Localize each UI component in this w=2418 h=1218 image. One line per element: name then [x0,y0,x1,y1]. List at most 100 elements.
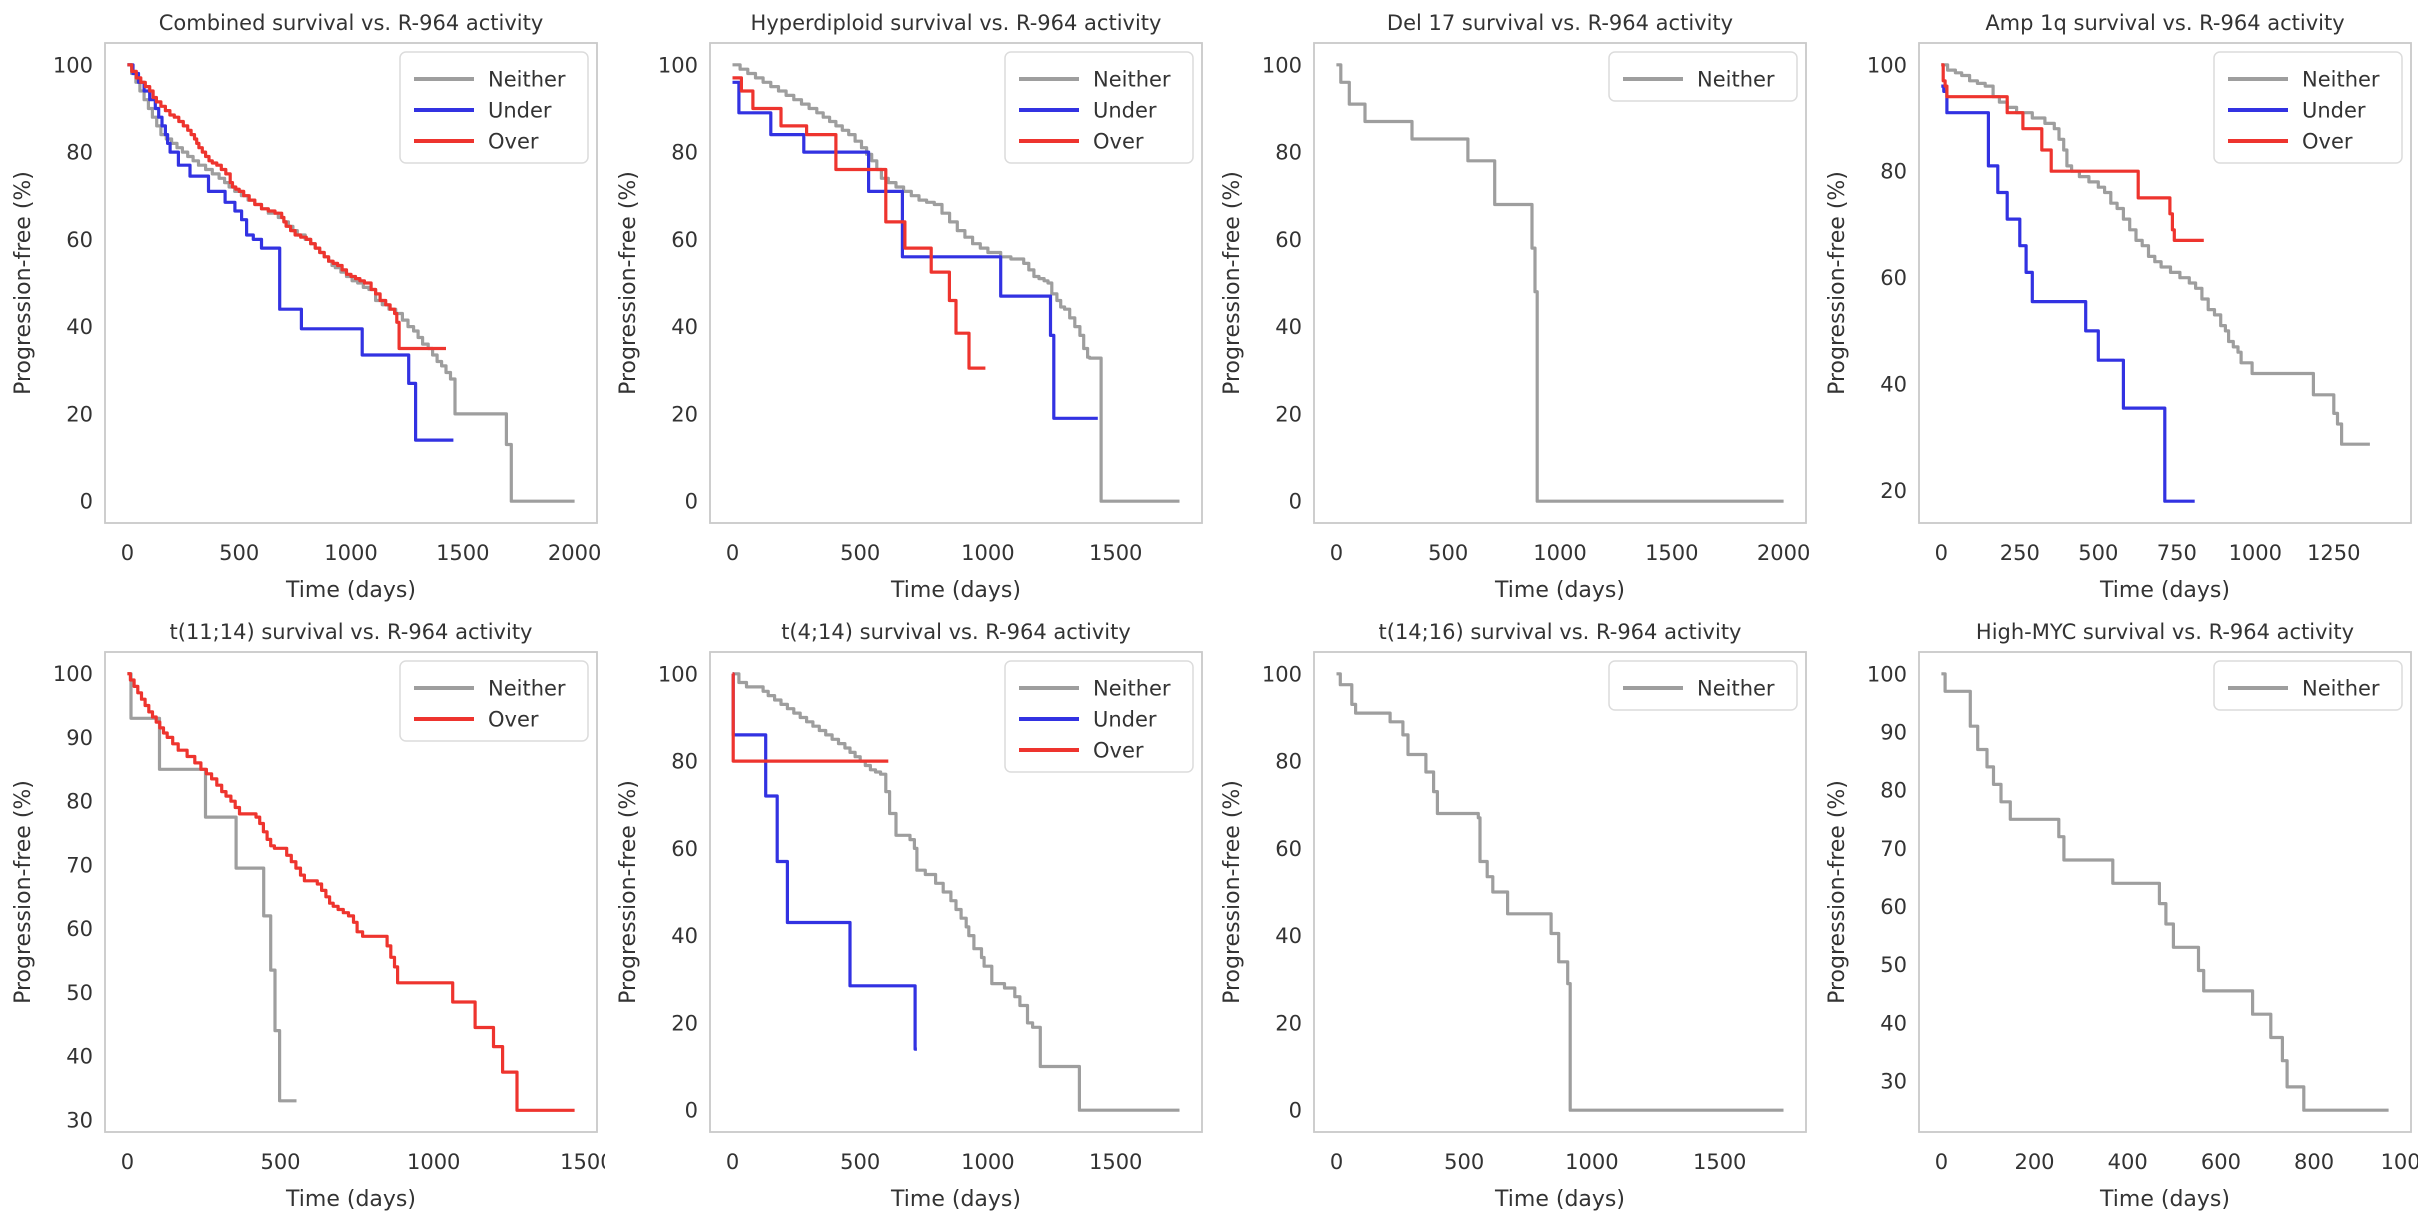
legend: Neither Under Over [399,51,589,164]
y-tick-label: 40 [671,315,698,339]
y-tick-label: 100 [657,53,697,77]
y-tick-label: 60 [671,837,698,861]
x-tick-label: 800 [2294,1150,2334,1174]
survival-curve-neither [1940,63,2370,446]
legend-label: Neither [2302,68,2380,92]
x-tick-label: 750 [2156,541,2196,565]
chart-title: Amp 1q survival vs. R-964 activity [1985,11,2344,35]
x-tick-label: 200 [2014,1150,2054,1174]
x-tick-label: 1500 [560,1150,604,1174]
x-tick-label: 500 [2078,541,2118,565]
x-tick-label: 1000 [1533,541,1586,565]
x-tick-label: 0 [1934,1150,1947,1174]
y-axis-label: Progression-free (%) [1220,171,1245,395]
x-tick-label: 1000 [1565,1150,1618,1174]
x-axis-label: Time (days) [285,1187,416,1212]
subplot-8: 0 200 400 600 800 1000 30 40 50 60 70 80 90 100 High-M… [1814,609,2418,1218]
x-tick-label: 1000 [961,541,1014,565]
survival-chart: 0 200 400 600 800 1000 30 40 50 60 70 80 90 100 High-M… [1825,620,2418,1212]
x-tick-label: 1250 [2307,541,2360,565]
x-tick-label: 0 [1330,1150,1343,1174]
x-axis-label: Time (days) [1494,578,1625,603]
y-tick-label: 80 [671,141,698,165]
y-tick-label: 20 [66,402,93,426]
survival-chart: 0 500 1000 1500 2000 0 20 40 60 80 100 Del 17 survi… [1220,11,1810,603]
x-axis-label: Time (days) [1494,1187,1625,1212]
x-tick-label: 0 [725,541,738,565]
y-tick-label: 70 [66,853,93,877]
y-tick-label: 60 [1880,266,1907,290]
legend-label: Neither [1697,68,1775,92]
x-tick-label: 1000 [2228,541,2281,565]
y-tick-label: 100 [53,662,93,686]
y-tick-label: 0 [80,490,93,514]
survival-curve-over [1940,63,2204,242]
y-tick-label: 60 [671,228,698,252]
x-axis-label: Time (days) [2099,578,2230,603]
chart-title: t(4;14) survival vs. R-964 activity [781,620,1131,644]
legend: Neither [2212,660,2403,711]
legend-box [1608,660,1798,711]
legend: Neither Under Over [2212,51,2403,164]
x-tick-label: 500 [219,541,259,565]
subplot-2: 0 500 1000 1500 0 20 40 60 80 100 Hyperdiploid sur… [605,0,1210,609]
x-tick-label: 0 [1330,541,1343,565]
y-axis-label: Progression-free (%) [11,780,36,1004]
y-axis-label: Progression-free (%) [616,171,641,395]
legend-label: Over [488,130,539,154]
x-tick-label: 600 [2200,1150,2240,1174]
x-tick-label: 1500 [1693,1150,1746,1174]
survival-chart: 0 500 1000 1500 0 20 40 60 80 100 t(14;16) surviva… [1220,620,1807,1212]
x-tick-label: 1000 [407,1150,460,1174]
x-tick-label: 1000 [2380,1150,2418,1174]
y-tick-label: 40 [66,315,93,339]
y-tick-label: 80 [1275,141,1302,165]
x-tick-label: 500 [1444,1150,1484,1174]
legend-label: Neither [488,677,566,701]
y-tick-label: 20 [1275,1011,1302,1035]
y-tick-label: 60 [66,228,93,252]
survival-curve-under [731,672,917,1051]
x-tick-label: 500 [260,1150,300,1174]
x-tick-label: 0 [121,541,134,565]
chart-title: Combined survival vs. R-964 activity [159,11,544,35]
x-axis-label: Time (days) [890,578,1021,603]
legend-label: Under [1093,708,1157,732]
y-tick-label: 60 [66,917,93,941]
y-tick-label: 60 [1275,228,1302,252]
x-tick-label: 1000 [961,1150,1014,1174]
x-tick-label: 0 [121,1150,134,1174]
y-tick-label: 0 [1289,1099,1302,1123]
legend-box [1608,51,1798,102]
y-tick-label: 60 [1880,895,1907,919]
y-tick-label: 60 [1275,837,1302,861]
legend-label: Over [1093,130,1144,154]
subplot-6: 0 500 1000 1500 0 20 40 60 80 100 t(4;14) survival… [605,609,1210,1218]
y-tick-label: 100 [657,662,697,686]
survival-chart: 0 500 1000 1500 0 20 40 60 80 100 Hyperdiploid sur… [616,11,1203,603]
x-tick-label: 500 [840,541,880,565]
chart-title: Hyperdiploid survival vs. R-964 activity [750,11,1161,35]
y-tick-label: 80 [66,790,93,814]
chart-title: Del 17 survival vs. R-964 activity [1387,11,1733,35]
legend-label: Over [2302,130,2353,154]
y-tick-label: 30 [1880,1070,1907,1094]
y-tick-label: 80 [1275,750,1302,774]
survival-chart: 0 500 1000 1500 2000 0 20 40 60 80 100 Combined sur… [11,11,601,603]
subplot-7: 0 500 1000 1500 0 20 40 60 80 100 t(14;16) surviva… [1209,609,1814,1218]
chart-title: High-MYC survival vs. R-964 activity [1975,620,2353,644]
x-tick-label: 2000 [548,541,601,565]
legend-label: Over [1093,739,1144,763]
plot-frame [1917,651,2412,1133]
survival-chart: 0 250 500 750 1000 1250 20 40 60 80 100 Amp 1q surv… [1825,11,2412,603]
y-tick-label: 40 [1275,315,1302,339]
survival-curve-neither [1940,672,2389,1112]
survival-chart: 0 500 1000 1500 30 40 50 60 70 80 90 100 t(11;14) su… [11,620,605,1212]
y-tick-label: 100 [1262,53,1302,77]
x-tick-label: 2000 [1757,541,1810,565]
y-tick-label: 70 [1880,837,1907,861]
legend-label: Under [2302,99,2366,123]
legend: Neither [1608,51,1798,102]
survival-curve-under [1940,84,2195,503]
chart-title: t(11;14) survival vs. R-964 activity [170,620,533,644]
